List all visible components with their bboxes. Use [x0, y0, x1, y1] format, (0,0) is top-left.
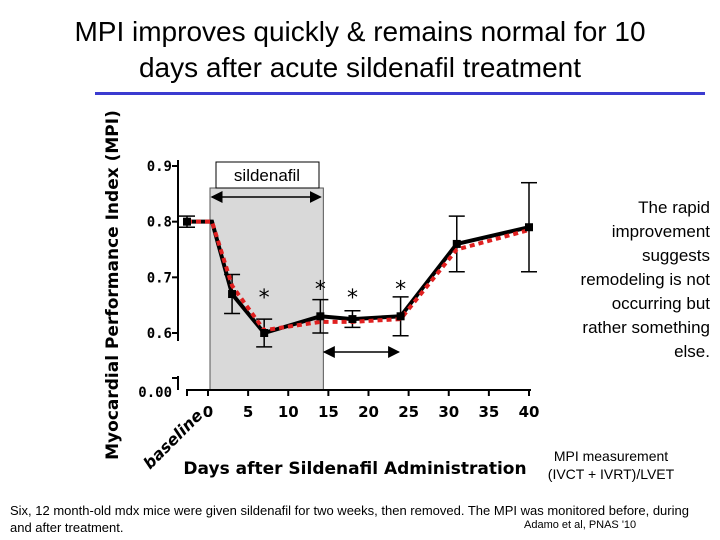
significance-asterisk: *	[315, 277, 326, 302]
significance-asterisk: *	[259, 286, 270, 311]
data-point	[260, 329, 269, 337]
significance-asterisk: *	[395, 277, 406, 302]
y-tick-label: 0.8	[147, 215, 172, 231]
figure-caption: Six, 12 month-old mdx mice were given si…	[10, 503, 689, 535]
baseline-point	[183, 217, 191, 226]
data-point	[228, 290, 237, 299]
data-point	[452, 239, 461, 248]
y-tick-label: 0.7	[147, 270, 172, 286]
x-tick-label: 15	[318, 403, 339, 421]
mpi-note-line-1: MPI measurement	[553, 448, 669, 464]
data-point	[396, 312, 405, 321]
x-tick-label: 5	[243, 403, 253, 421]
series-dotted-line	[187, 219, 530, 333]
title-line-2: days after acute sildenafil treatment	[138, 52, 581, 83]
x-tick-label: 25	[398, 403, 419, 421]
y-axis-label: Myocardial Performance Index (MPI)	[103, 110, 123, 460]
data-point	[525, 223, 533, 232]
title-line-1: MPI improves quickly & remains normal fo…	[74, 16, 646, 47]
x-tick-label: 35	[478, 403, 499, 421]
sildenafil-label: sildenafil	[234, 166, 300, 185]
x-tick-label: 30	[438, 403, 459, 421]
mpi-note-line-2: (IVCT + IVRT)/LVET	[547, 466, 675, 482]
title-divider	[95, 92, 705, 95]
data-point	[316, 312, 325, 321]
sildenafil-bracket	[210, 161, 322, 203]
y-tick-label: 0.6	[147, 326, 172, 342]
citation: Adamo et al, PNAS '10	[524, 519, 637, 531]
x-tick-label: 20	[358, 403, 379, 421]
significance-asterisk: *	[347, 286, 358, 311]
slide-title: MPI improves quickly & remains normal fo…	[0, 14, 720, 86]
x-tick-label: 40	[519, 403, 540, 421]
y-origin-label: 0.00	[138, 385, 172, 401]
data-point	[348, 315, 357, 324]
side-note: The rapid improvement suggests remodelin…	[580, 198, 710, 361]
x-axis-label: Days after Sildenafil Administration	[183, 459, 526, 479]
y-tick-label: 0.9	[147, 159, 172, 175]
x-tick-label: 10	[278, 403, 299, 421]
mpi-formula-note: MPI measurement (IVCT + IVRT)/LVET	[526, 447, 696, 483]
x-tick-label: 0	[203, 403, 213, 421]
